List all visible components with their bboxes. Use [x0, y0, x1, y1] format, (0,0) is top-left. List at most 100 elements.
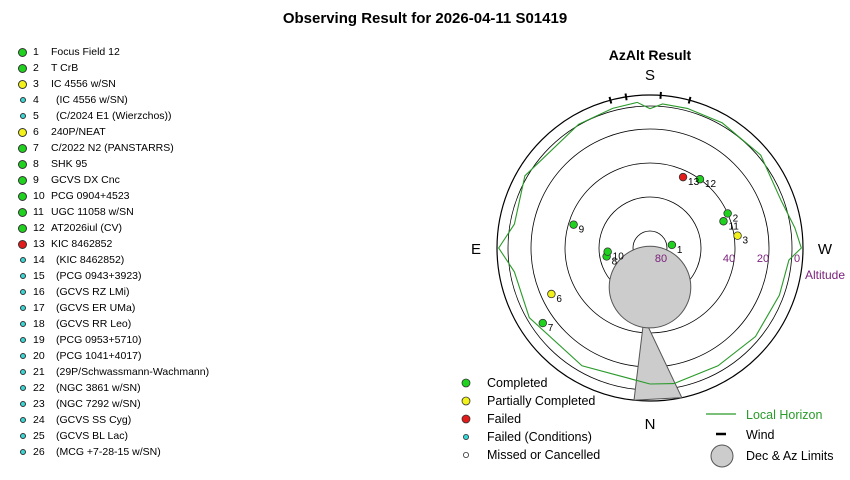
altitude-axis-label: Altitude	[805, 268, 845, 282]
wind-mark	[687, 96, 692, 104]
target-number: 11	[33, 206, 44, 218]
target-item: 23 (NGC 7292 w/SN)	[18, 396, 209, 412]
dec-az-limits	[608, 245, 692, 401]
legend-completed-label: Completed	[487, 376, 547, 390]
target-name: (GCVS BL Lac)	[56, 430, 128, 442]
target-name: KIC 8462852	[51, 238, 113, 250]
status-dot	[19, 385, 26, 391]
legend-limits-label: Dec & Az Limits	[746, 449, 834, 463]
target-number: 23	[33, 398, 45, 410]
target-number: 9	[33, 174, 39, 186]
target-name: (C/2024 E1 (Wierzchos))	[56, 110, 172, 122]
compass-label: S	[645, 67, 655, 84]
target-name: SHK 95	[51, 158, 88, 170]
compass-label: N	[645, 416, 656, 433]
target-item: 24 (GCVS SS Cyg)	[18, 412, 209, 428]
point-label: 2	[733, 213, 739, 224]
target-item: 12 AT2026iul (CV)	[18, 220, 209, 236]
point-label: 10	[613, 252, 625, 263]
legend-failed_conditions-icon	[462, 433, 469, 440]
local-horizon	[498, 101, 802, 385]
point-3	[733, 231, 742, 240]
chart-title: AzAlt Result	[609, 47, 692, 63]
target-number: 18	[33, 318, 45, 330]
altitude-tick: 0	[794, 253, 800, 265]
target-number: 17	[33, 302, 45, 314]
target-item: 5 (C/2024 E1 (Wierzchos))	[18, 108, 209, 124]
target-item: 20 (PCG 1041+4017)	[18, 348, 209, 364]
altitude-ring	[496, 94, 804, 402]
axis-labels: S N E W 0 20 40 80 Altitude	[471, 67, 845, 433]
point-7	[538, 318, 547, 328]
legend-partial-icon	[461, 396, 471, 406]
target-number: 5	[33, 110, 39, 122]
status-dot	[19, 113, 26, 119]
target-number: 26	[33, 446, 45, 458]
target-name: (GCVS RR Leo)	[56, 318, 132, 330]
point-label: 7	[548, 323, 554, 334]
compass-label: W	[818, 241, 833, 258]
status-dot	[19, 257, 26, 263]
status-dot	[18, 159, 27, 169]
status-dot	[19, 321, 26, 327]
status-dot	[18, 127, 27, 137]
target-number: 15	[33, 270, 45, 282]
status-dot	[18, 207, 27, 217]
target-number: 10	[33, 190, 45, 202]
local-horizon-line	[498, 101, 802, 385]
point-1	[667, 240, 677, 250]
point-label: 6	[556, 294, 562, 305]
target-number: 25	[33, 430, 45, 442]
legend-missed-label: Missed or Cancelled	[487, 448, 600, 462]
altitude-rings	[496, 94, 804, 402]
target-number: 22	[33, 382, 45, 394]
target-item: 10 PCG 0904+4523	[18, 188, 209, 204]
status-dot	[19, 289, 26, 295]
point-12	[695, 175, 705, 184]
target-list: 1 Focus Field 12 2 T CrB 3 IC 4556 w/SN 4 (IC 4…	[18, 44, 209, 460]
point-label: 1	[677, 245, 683, 256]
target-name: T CrB	[51, 62, 79, 74]
point-10	[603, 247, 612, 256]
point-label: 13	[688, 177, 700, 188]
target-number: 14	[33, 254, 45, 266]
status-dot	[18, 63, 27, 73]
legend-wind-label: Wind	[746, 428, 775, 442]
target-item: 17 (GCVS ER UMa)	[18, 300, 209, 316]
target-name: UGC 11058 w/SN	[51, 206, 134, 218]
status-dot	[18, 79, 27, 89]
legend-horizon-label: Local Horizon	[746, 408, 822, 422]
target-item: 9 GCVS DX Cnc	[18, 172, 209, 188]
status-dot	[19, 337, 26, 343]
target-name: (NGC 7292 w/SN)	[56, 398, 141, 410]
target-number: 6	[33, 126, 39, 138]
target-item: 8 SHK 95	[18, 156, 209, 172]
status-dot	[19, 433, 26, 439]
altitude-tick: 40	[723, 253, 735, 265]
compass-label: E	[471, 241, 481, 258]
altitude-tick: 80	[655, 253, 667, 265]
target-number: 16	[33, 286, 45, 298]
point-label: 3	[743, 236, 749, 247]
target-item: 21 (29P/Schwassmann-Wachmann)	[18, 364, 209, 380]
target-item: 14 (KIC 8462852)	[18, 252, 209, 268]
target-item: 13 KIC 8462852	[18, 236, 209, 252]
target-number: 12	[33, 222, 45, 234]
target-item: 25 (GCVS BL Lac)	[18, 428, 209, 444]
target-item: 3 IC 4556 w/SN	[18, 76, 209, 92]
target-name: (29P/Schwassmann-Wachmann)	[56, 366, 210, 378]
target-item: 19 (PCG 0953+5710)	[18, 332, 209, 348]
legend-partial-label: Partially Completed	[487, 394, 595, 408]
target-number: 1	[33, 46, 39, 58]
target-item: 1 Focus Field 12	[18, 44, 209, 60]
status-dot	[18, 143, 27, 153]
status-dot	[19, 273, 26, 279]
wind-mark	[608, 96, 613, 104]
page-title: Observing Result for 2026-04-11 S01419	[282, 10, 568, 27]
target-item: 7 C/2022 N2 (PANSTARRS)	[18, 140, 209, 156]
target-name: (GCVS ER UMa)	[56, 302, 136, 314]
legend-missed-icon	[462, 451, 469, 458]
status-dot	[19, 401, 26, 407]
